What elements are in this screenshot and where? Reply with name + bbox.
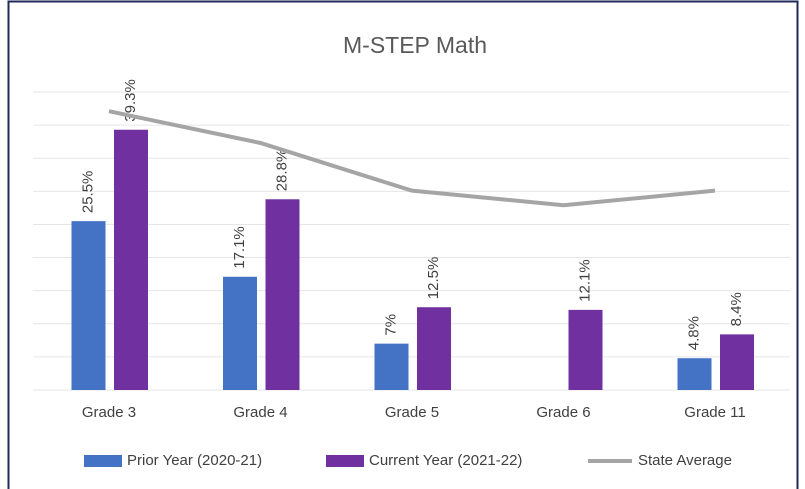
x-tick-label: Grade 3 [82,404,136,421]
bar [223,276,257,390]
bar [568,309,603,390]
bar [265,199,300,390]
data-label: 4.8% [685,316,702,350]
bar [720,334,754,390]
legend-swatch [326,455,364,467]
legend-label: Prior Year (2020-21) [127,452,262,469]
bar [677,358,712,390]
x-tick-label: Grade 5 [385,404,439,421]
x-tick-label: Grade 11 [684,404,745,421]
data-label: 25.5% [79,171,96,214]
legend-swatch [84,455,122,467]
data-label: 12.1% [576,259,593,302]
bar [114,129,148,390]
data-label: 7% [382,314,399,336]
line [108,109,716,208]
data-label: 28.8% [273,149,290,192]
x-tick-label: Grade 6 [536,404,590,421]
data-label: 12.5% [425,257,442,300]
legend-label: Current Year (2021-22) [369,452,522,469]
data-label: 39.3% [122,79,139,122]
chart-title: M-STEP Math [343,32,487,58]
bar [374,343,409,390]
data-label: 17.1% [231,226,248,269]
legend-label: State Average [638,452,732,469]
x-tick-label: Grade 4 [233,404,287,421]
data-label: 8.4% [728,292,745,326]
bar [417,307,451,390]
bar [71,221,106,390]
